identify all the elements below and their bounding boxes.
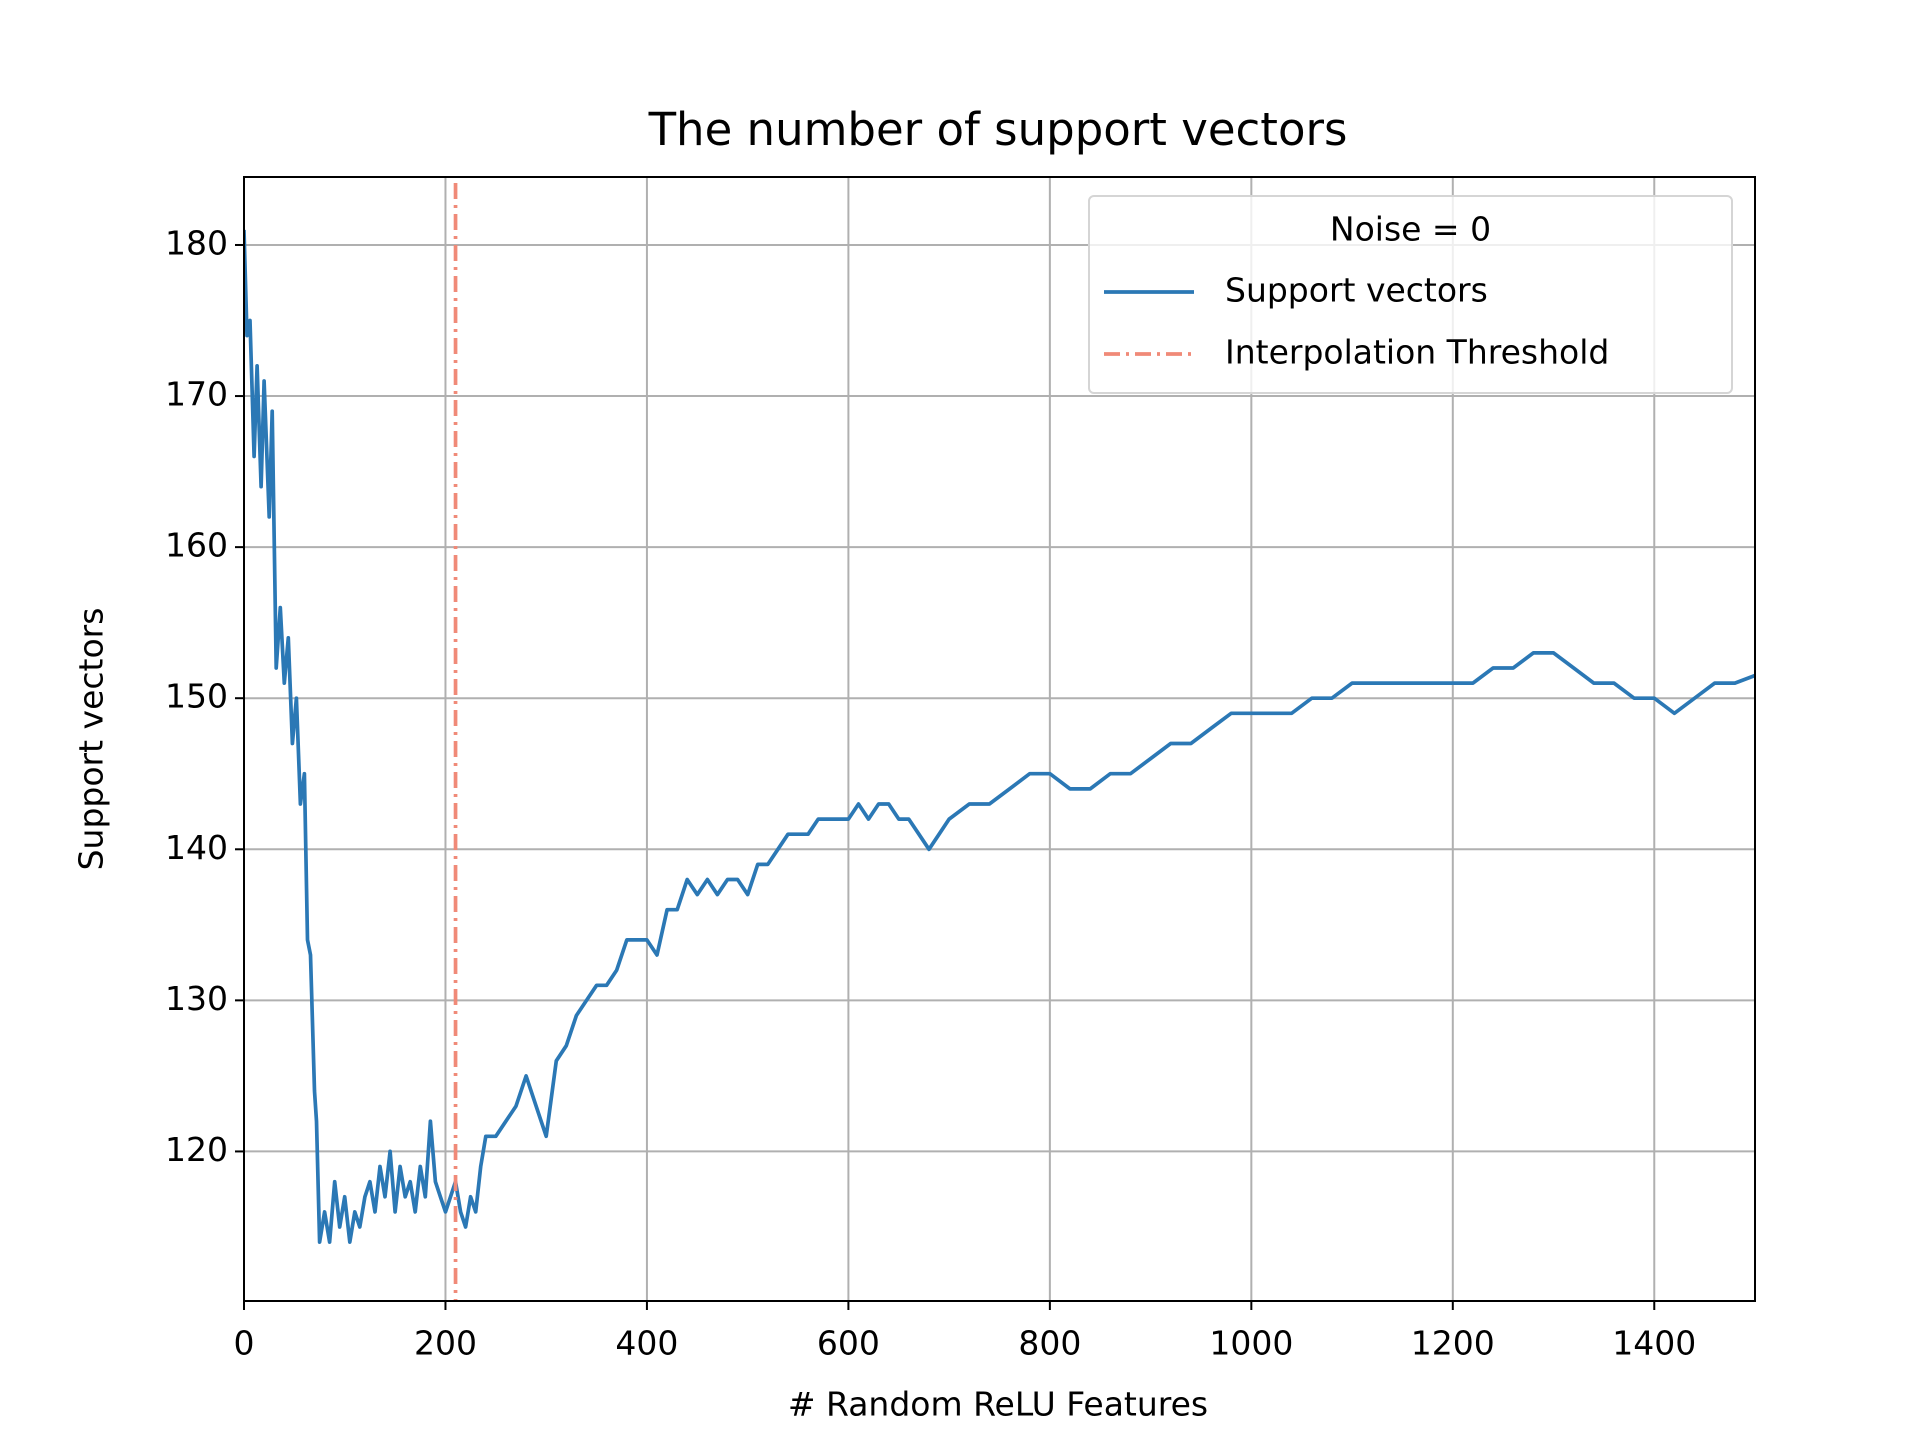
x-tick-label: 400 <box>615 1324 678 1363</box>
x-tick-label: 200 <box>414 1324 477 1363</box>
legend-label: Interpolation Threshold <box>1225 333 1609 372</box>
x-tick-label: 600 <box>817 1324 880 1363</box>
legend-title: Noise = 0 <box>1330 210 1491 249</box>
plot-frame <box>243 176 1756 1302</box>
legend-box <box>1088 195 1733 394</box>
chart-title: The number of support vectors <box>648 103 1348 156</box>
y-tick-label: 140 <box>165 828 228 867</box>
x-tick-label: 800 <box>1018 1324 1081 1363</box>
x-tick-label: 1400 <box>1612 1324 1696 1363</box>
y-tick-label: 130 <box>165 979 228 1018</box>
x-tick-label: 1200 <box>1411 1324 1495 1363</box>
x-tick-label: 1000 <box>1209 1324 1293 1363</box>
y-tick-label: 120 <box>165 1130 228 1169</box>
y-tick-label: 170 <box>165 375 228 414</box>
data-line <box>244 229 1755 1244</box>
y-axis-label: Support vectors <box>72 608 111 871</box>
x-axis-label: # Random ReLU Features <box>788 1385 1208 1424</box>
y-tick-label: 180 <box>165 223 228 262</box>
y-tick-label: 160 <box>165 526 228 565</box>
y-tick-label: 150 <box>165 677 228 716</box>
x-tick-label: 0 <box>234 1324 255 1363</box>
legend-label: Support vectors <box>1225 271 1488 310</box>
